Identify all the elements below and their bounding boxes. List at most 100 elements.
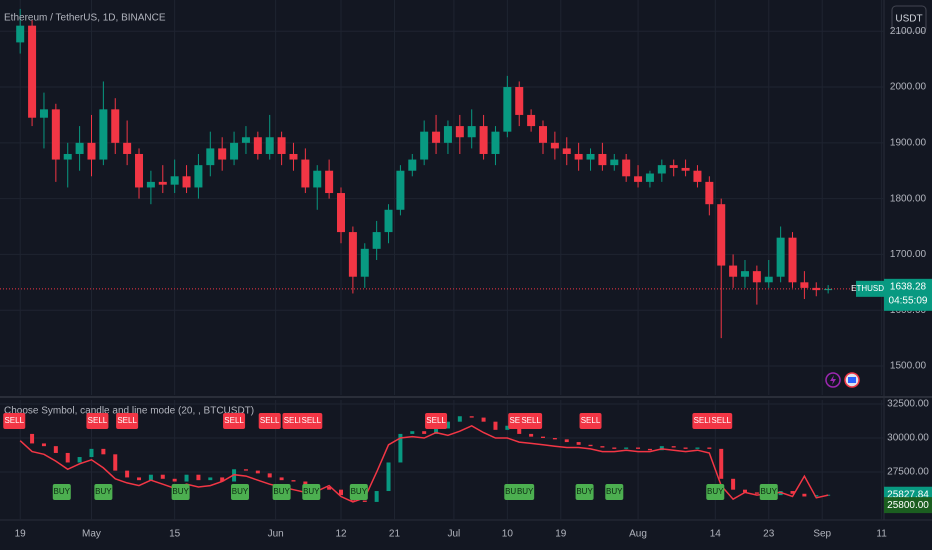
signal-label: BUY: [505, 487, 522, 496]
x-tick-label: 15: [169, 529, 181, 540]
candle-body: [206, 148, 215, 166]
candle-body: [491, 131, 500, 154]
indicator-candle: [719, 448, 724, 479]
indicator-candle: [196, 474, 201, 481]
indicator-candle: [742, 489, 747, 493]
indicator-candle: [647, 448, 652, 451]
candle-body: [610, 159, 619, 166]
sell-signal: [520, 413, 543, 429]
candle-body: [396, 170, 405, 210]
last-value-box: [884, 497, 932, 514]
candle-body: [479, 126, 488, 154]
signal-label: BUY: [232, 487, 249, 496]
y-tick-label: 1800.00: [890, 193, 927, 204]
signal-label: BUY: [303, 487, 320, 496]
candle-body: [39, 109, 48, 118]
indicator-candle: [481, 417, 486, 422]
signal-label: SELL: [711, 416, 731, 425]
last-price-box: [884, 278, 932, 311]
candle-body: [384, 209, 393, 233]
indicator-candle: [612, 447, 617, 449]
buy-signal: [231, 484, 250, 500]
indicator-candle: [802, 493, 807, 497]
signal-label: SELL: [224, 416, 244, 425]
signal-label: SELL: [284, 416, 304, 425]
indicator-candle: [814, 495, 819, 497]
countdown-label: 04:55:09: [889, 295, 928, 306]
candle-body: [645, 173, 654, 182]
indicator-candle: [540, 436, 545, 438]
candle-body: [550, 142, 559, 149]
signal-label: BUY: [95, 487, 112, 496]
x-tick-label: 23: [763, 529, 775, 540]
candle-body: [265, 137, 274, 154]
candle-body: [515, 87, 524, 115]
candle-body: [289, 153, 298, 160]
indicator-candle: [671, 446, 676, 448]
candle-body: [87, 142, 96, 160]
buy-signal: [605, 484, 624, 500]
indicator-candle: [505, 425, 510, 430]
sell-signal: [116, 413, 139, 429]
buy-signal: [94, 484, 113, 500]
indicator-candle: [552, 437, 557, 440]
indicator-candle: [576, 442, 581, 445]
candle-body: [693, 170, 702, 182]
candle-body: [170, 176, 179, 185]
indicator-candle: [291, 480, 296, 482]
indicator-candle: [255, 470, 260, 474]
x-tick-label: Sep: [813, 529, 831, 540]
sell-signal: [86, 413, 109, 429]
indicator-candle: [125, 470, 130, 478]
indicator-candle: [89, 448, 94, 458]
buy-signal: [706, 484, 725, 500]
indicator-candle: [731, 478, 736, 490]
sell-signal: [282, 413, 305, 429]
signal-label: SELL: [426, 416, 446, 425]
indicator-candle: [410, 431, 415, 434]
candle-body: [598, 153, 607, 166]
x-tick-label: 10: [502, 529, 514, 540]
x-tick-label: Jun: [268, 529, 284, 540]
candle-body: [63, 153, 72, 160]
candle-body: [301, 159, 310, 188]
signal-label: SELL: [509, 416, 529, 425]
indicator-candle: [529, 433, 534, 437]
candle-body: [764, 276, 773, 283]
x-tick-label: 19: [15, 529, 27, 540]
candle-body: [111, 109, 120, 143]
currency-button-label[interactable]: USDT: [895, 14, 922, 25]
lightning-icon[interactable]: [825, 372, 841, 388]
buy-signal: [171, 484, 190, 500]
candle-body: [313, 170, 322, 188]
candle-body: [562, 148, 571, 154]
flag-glyph: [848, 377, 856, 383]
x-tick-label: 12: [335, 529, 347, 540]
indicator-candle: [422, 431, 427, 434]
grid: [0, 0, 884, 520]
indicator-candle: [362, 500, 367, 502]
currency-button[interactable]: [891, 5, 927, 33]
candle-body: [455, 126, 464, 138]
last-value-label: 25800.00: [887, 500, 929, 511]
candle-body: [182, 176, 191, 188]
signal-label: BUY: [707, 487, 724, 496]
buy-signal: [272, 484, 291, 500]
last-price-label: 1638.28: [890, 281, 927, 292]
sell-signal: [300, 413, 323, 429]
indicator-candle: [208, 477, 213, 481]
indicator-candle: [564, 439, 569, 443]
buy-signal: [575, 484, 594, 500]
signal-label: SELL: [521, 416, 541, 425]
candle-body: [253, 137, 262, 154]
candle-body: [337, 193, 346, 233]
candle-body: [420, 131, 429, 160]
marks: [0, 8, 884, 503]
x-tick-label: Aug: [629, 529, 647, 540]
indicator-candle: [457, 416, 462, 422]
signal-label: BUY: [517, 487, 534, 496]
candle-body: [586, 153, 595, 160]
indicator-candle: [279, 477, 284, 481]
y-tick-label: 1900.00: [890, 137, 927, 148]
signal-label: BUY: [576, 487, 593, 496]
